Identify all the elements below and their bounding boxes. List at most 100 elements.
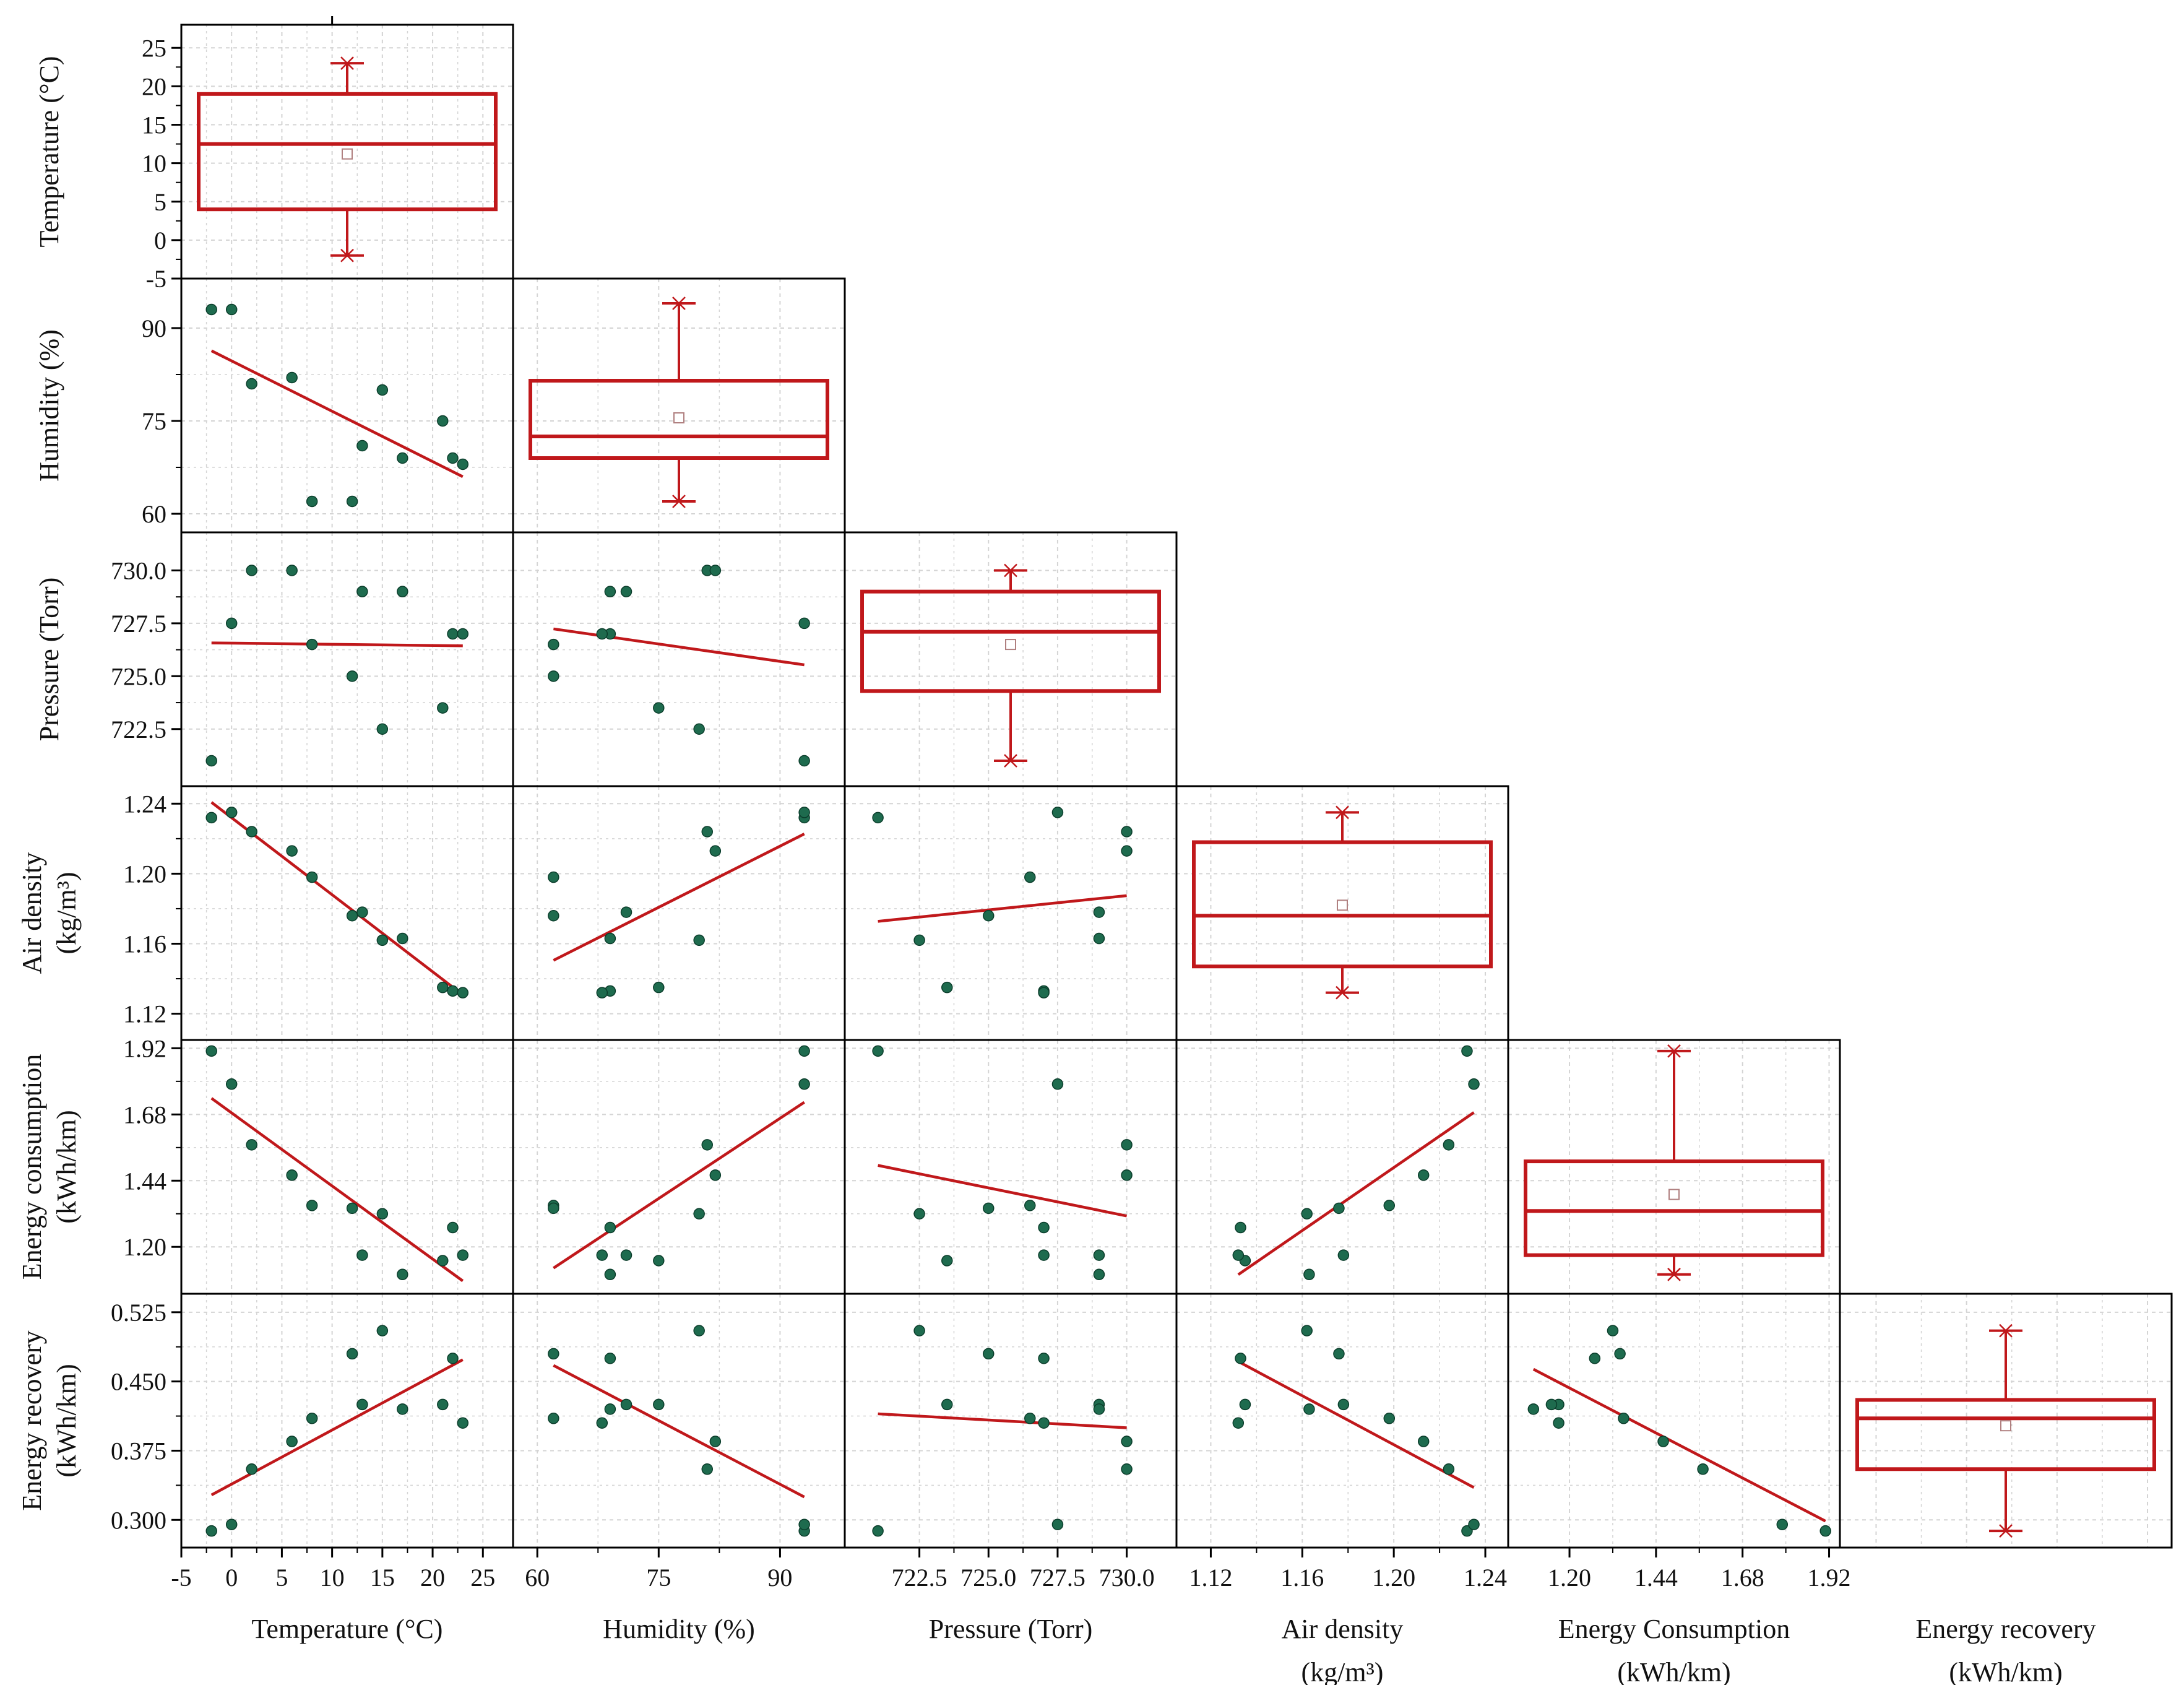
scatter-point [437,1398,449,1411]
scatter-point [872,1525,884,1537]
scatter-point [306,495,318,508]
scatter-point [1383,1200,1396,1211]
scatter-point [620,906,632,918]
scatter-point [376,1325,389,1336]
scatter-point [356,906,368,918]
scatter-point [1093,1403,1105,1415]
scatter-point [548,670,559,682]
x-axis-label: Energy recovery [1915,1614,2096,1644]
scatter-point [1337,1249,1350,1261]
y-axis-label: Temperature (°C) [34,56,64,248]
y-tick-label: 90 [142,314,166,342]
x-tick-label: 25 [470,1564,495,1592]
x-tick-label: 725.0 [960,1564,1016,1592]
scatter-point [447,985,459,997]
scatter-point [1121,1139,1133,1151]
scatter-point [596,1417,608,1429]
x-tick-label: 1.24 [1464,1564,1507,1592]
scatter-point [1819,1525,1831,1537]
scatter-point [1232,1417,1245,1429]
scatter-point [653,1398,665,1411]
scatter-point [356,1398,368,1411]
x-tick-label: 60 [525,1564,550,1592]
y-tick-label: 1.12 [123,1000,166,1028]
box-mean-marker [1668,1189,1680,1200]
scatter-point [1038,1353,1050,1364]
scatter-point [376,384,389,396]
scatter-point [983,909,995,922]
x-tick-label: 1.68 [1721,1564,1764,1592]
scatter-point [709,1436,722,1447]
y-axis-label: Pressure (Torr) [34,578,64,742]
scatter-point [653,1255,665,1267]
scatter-point [983,1202,995,1215]
y-tick-label: 15 [142,111,166,139]
scatter-point [457,987,469,998]
y-tick-label: 5 [154,188,166,216]
scatter-point [457,458,469,470]
scatter-point [457,628,469,640]
scatter-point [1333,1202,1345,1215]
scatter-point [346,1202,358,1215]
x-tick-label: 90 [767,1564,792,1592]
y-tick-label: 727.5 [111,610,166,638]
scatter-point [1121,1169,1133,1181]
scatter-point [798,1518,810,1530]
scatter-point [205,812,217,824]
scatter-point [941,1398,953,1411]
x-tick-label: 1.20 [1372,1564,1415,1592]
regression-line [210,349,464,479]
scatter-point [447,1353,459,1364]
y-tick-label: 1.20 [123,860,166,888]
panel-frame [512,1039,846,1295]
y-tick-label: 0.450 [111,1368,166,1396]
scatter-point [397,1268,408,1281]
panel-frame [512,1293,846,1549]
scatter-point [397,452,408,464]
scatter-point [1468,1518,1480,1530]
scatter-point [205,303,217,316]
scatter-point [1093,1249,1105,1261]
scatter-point [246,826,257,838]
scatter-point [346,670,358,682]
scatter-point [653,702,665,714]
y-tick-label: 725.0 [111,662,166,690]
scatter-point [1235,1353,1246,1364]
scatter-point [1024,1200,1036,1211]
scatter-point [604,1268,616,1281]
y-tick-label: 1.44 [123,1167,166,1195]
scatter-point [1121,845,1133,857]
scatter-point [1618,1413,1629,1424]
scatter-point [548,871,559,883]
scatter-point [548,1348,559,1360]
box-mean-marker [1337,899,1348,911]
scatter-point [1443,1139,1455,1151]
scatter-point [1093,932,1105,945]
scatter-point [701,1139,714,1151]
scatter-point [1051,1078,1064,1090]
box-min-marker [1667,1267,1681,1281]
scatter-point [1024,871,1036,883]
scatter-point [1038,1417,1050,1429]
box-min-marker [1004,754,1017,768]
y-tick-label: 25 [142,34,166,62]
scatter-point [548,1413,559,1424]
scatter-point [1468,1078,1480,1090]
y-axis-label: Energy consumption [17,1054,47,1280]
y-axis-label: Humidity (%) [34,329,64,482]
regression-line [1237,1360,1475,1489]
scatter-point [1301,1325,1313,1336]
scatter-point [437,415,449,427]
scatter-point [356,440,368,452]
scatter-point [246,1463,257,1475]
axis-label-layer: Temperature (°C) Humidity (%) Pressure (To… [17,56,2096,1685]
scatter-point [1093,1268,1105,1281]
y-tick-label: 722.5 [111,716,166,743]
scatter-point [205,755,217,767]
x-tick-label: 1.16 [1280,1564,1324,1592]
scatter-point [983,1348,995,1360]
box-mean-marker [342,148,353,160]
scatter-point [548,1202,559,1215]
scatter-point [913,934,925,946]
scatter-point [798,617,810,630]
